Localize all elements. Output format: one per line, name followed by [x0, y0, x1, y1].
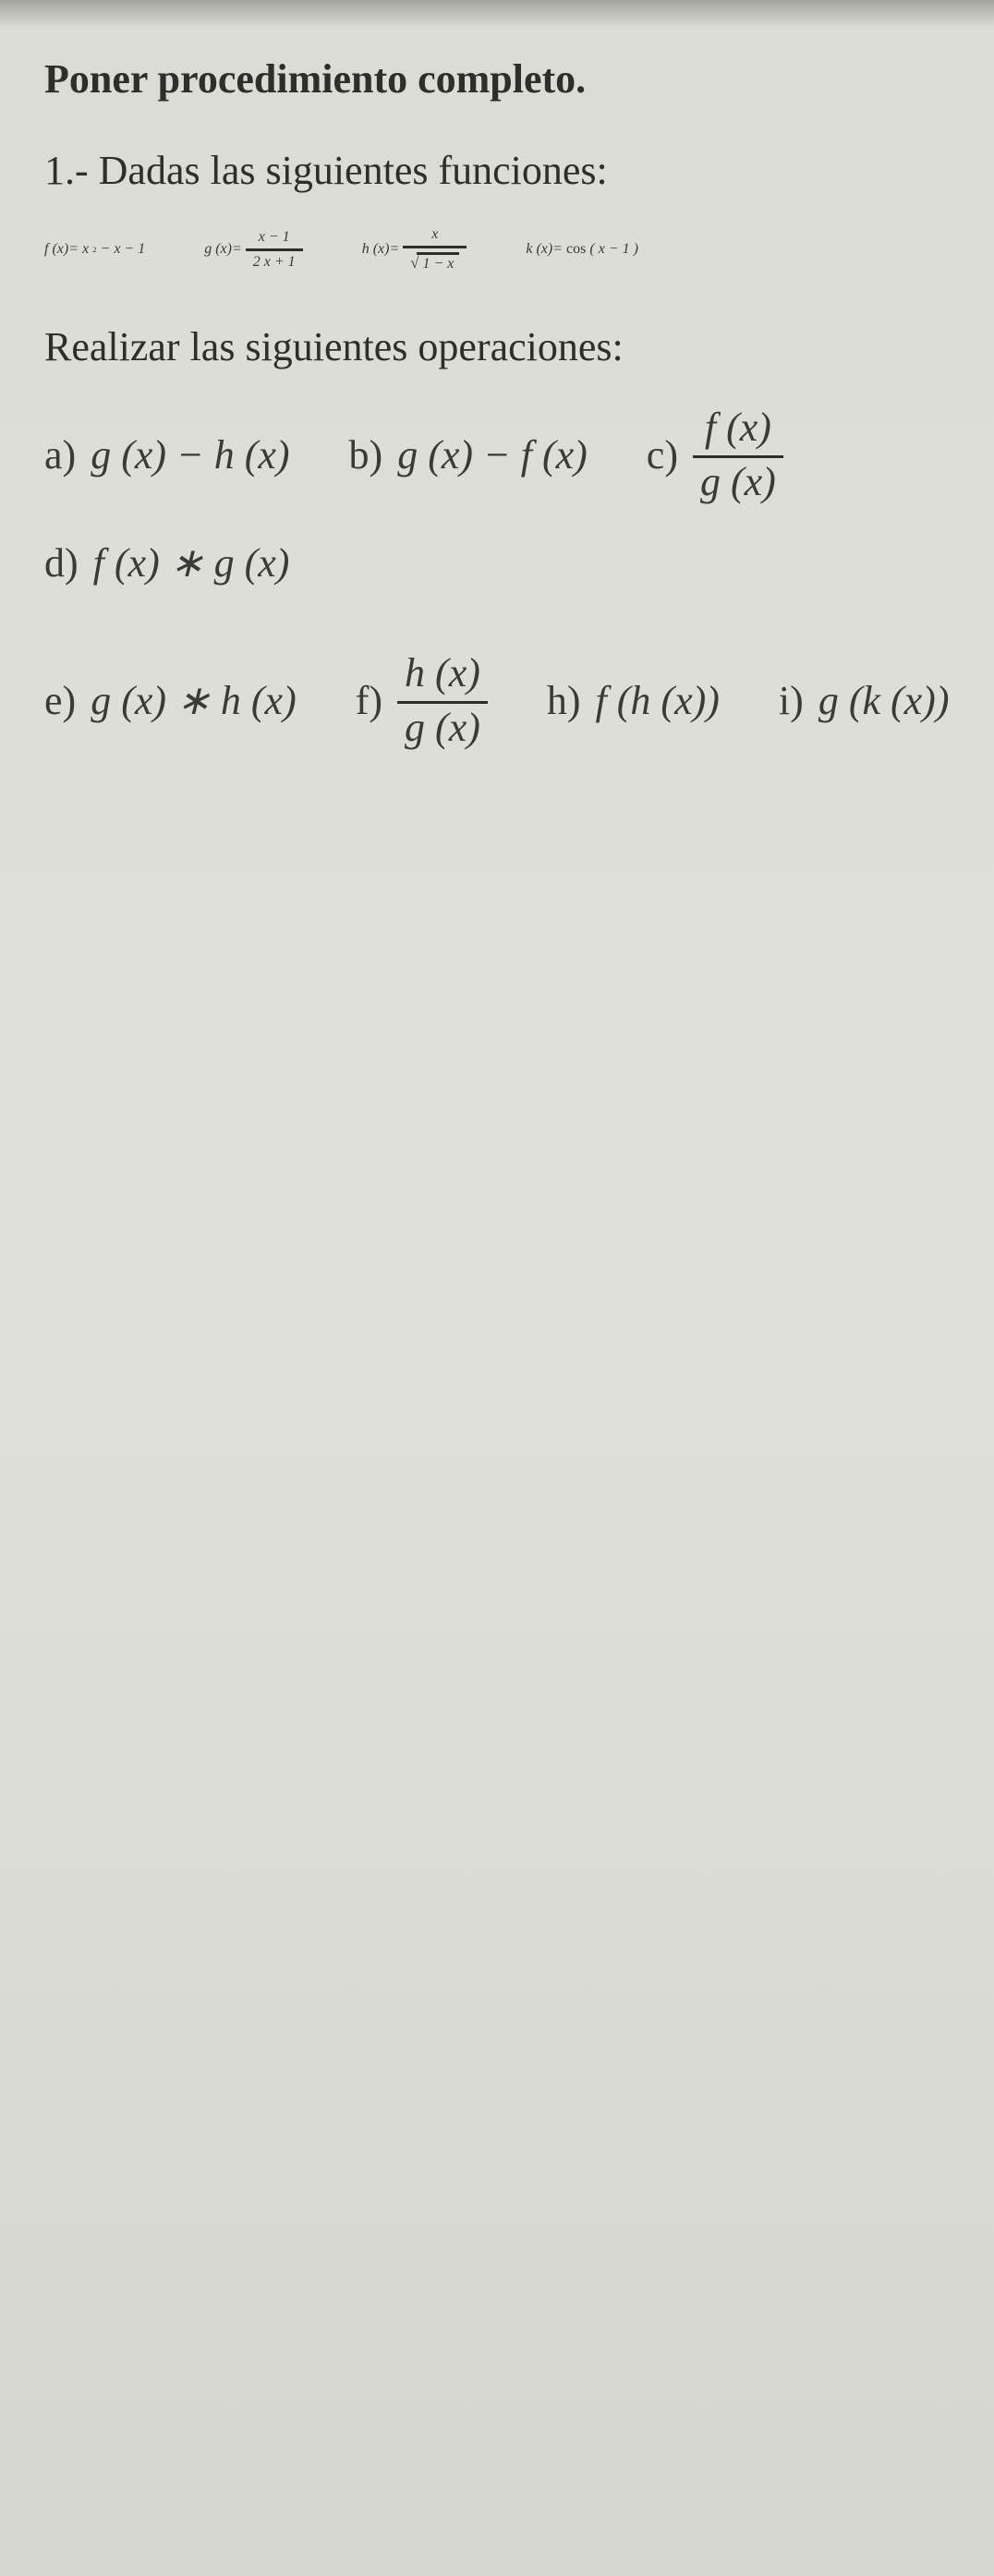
h-denominator: √ 1 − x	[403, 246, 467, 272]
f-x: x	[82, 241, 89, 258]
op-f-label: f)	[356, 677, 382, 724]
h-numerator: x	[424, 227, 445, 246]
g-lhs: g (x)=	[204, 241, 242, 258]
op-c-den: g (x)	[693, 455, 783, 502]
op-i: i) g (k (x))	[779, 677, 950, 724]
op-b-expr: g (x) − f (x)	[397, 431, 588, 478]
function-definitions: f (x)= x2 − x − 1 g (x)= x − 1 2 x + 1 h…	[44, 227, 950, 272]
h-radicand: 1 − x	[417, 252, 459, 272]
page-shadow	[0, 0, 994, 28]
h-lhs: h (x)=	[362, 241, 400, 258]
op-f-num: h (x)	[397, 653, 488, 697]
op-d-label: d)	[44, 539, 79, 587]
h-fraction: x √ 1 − x	[403, 227, 467, 272]
op-c-label: c)	[647, 431, 678, 478]
f-lhs: f (x)=	[44, 241, 79, 258]
problem-intro: 1.- Dadas las siguientes funciones:	[44, 147, 950, 194]
op-d: d) f (x) ∗ g (x)	[44, 539, 289, 587]
op-c: c) f (x) g (x)	[647, 407, 783, 502]
op-h: h) f (h (x))	[547, 677, 720, 724]
k-cos: cos	[566, 241, 586, 258]
op-a: a) g (x) − h (x)	[44, 431, 290, 478]
f-exp: 2	[92, 245, 96, 254]
function-f: f (x)= x2 − x − 1	[44, 241, 145, 258]
g-numerator: x − 1	[251, 230, 297, 248]
op-b: b) g (x) − f (x)	[349, 431, 588, 478]
h-sqrt: √ 1 − x	[410, 252, 459, 272]
op-i-expr: g (k (x))	[818, 677, 950, 724]
operations-list: a) g (x) − h (x) b) g (x) − f (x) c) f (…	[44, 407, 950, 748]
page-heading: Poner procedimiento completo.	[44, 55, 950, 103]
ops-heading: Realizar las siguientes operaciones:	[44, 323, 950, 370]
function-g: g (x)= x − 1 2 x + 1	[204, 230, 302, 270]
op-c-num: f (x)	[697, 407, 779, 452]
op-e-expr: g (x) ∗ h (x)	[91, 677, 297, 724]
op-a-expr: g (x) − h (x)	[91, 431, 289, 478]
g-fraction: x − 1 2 x + 1	[246, 230, 303, 270]
op-b-label: b)	[349, 431, 383, 478]
k-arg: ( x − 1 )	[589, 241, 638, 258]
g-denominator: 2 x + 1	[246, 248, 303, 270]
op-i-label: i)	[779, 677, 804, 724]
op-f: f) h (x) g (x)	[356, 653, 488, 748]
op-h-expr: f (h (x))	[596, 677, 720, 724]
ops-row-1: a) g (x) − h (x) b) g (x) − f (x) c) f (…	[44, 407, 950, 587]
op-e-label: e)	[44, 677, 76, 724]
op-f-frac: h (x) g (x)	[397, 653, 488, 748]
function-k: k (x)= cos ( x − 1 )	[526, 241, 638, 258]
ops-row-2: e) g (x) ∗ h (x) f) h (x) g (x) h) f (h …	[44, 653, 950, 748]
op-h-label: h)	[547, 677, 581, 724]
op-f-den: g (x)	[397, 701, 488, 748]
function-h: h (x)= x √ 1 − x	[362, 227, 467, 272]
op-a-label: a)	[44, 431, 76, 478]
worksheet-page: Poner procedimiento completo. 1.- Dadas …	[0, 0, 994, 2576]
op-d-expr: f (x) ∗ g (x)	[93, 539, 290, 587]
f-rest: − x − 1	[101, 241, 146, 258]
op-c-frac: f (x) g (x)	[693, 407, 783, 502]
k-lhs: k (x)=	[526, 241, 563, 258]
op-e: e) g (x) ∗ h (x)	[44, 677, 297, 724]
